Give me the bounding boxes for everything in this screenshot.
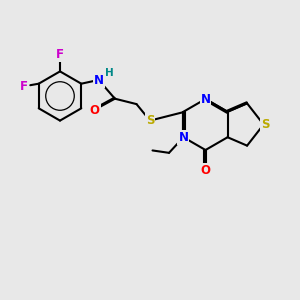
Text: O: O xyxy=(90,103,100,117)
Text: H: H xyxy=(104,68,113,78)
Text: F: F xyxy=(20,80,28,93)
Text: S: S xyxy=(261,118,269,131)
Text: N: N xyxy=(178,131,188,144)
Text: O: O xyxy=(200,164,211,177)
Text: F: F xyxy=(56,48,64,62)
Text: S: S xyxy=(146,114,154,127)
Text: N: N xyxy=(94,74,104,87)
Text: N: N xyxy=(200,92,211,106)
